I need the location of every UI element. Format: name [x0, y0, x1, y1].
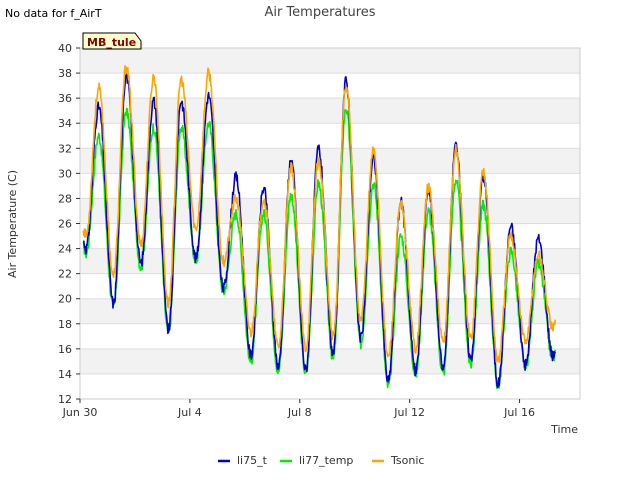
grid-band [80, 98, 580, 124]
x-tick-label: Jul 4 [177, 406, 202, 419]
y-tick-label: 36 [58, 92, 72, 105]
y-tick-label: 14 [58, 368, 72, 381]
chart-title: Air Temperatures [264, 5, 375, 20]
y-tick-label: 32 [58, 142, 72, 155]
series-line-Tsonic [82, 65, 557, 363]
y-tick-label: 30 [58, 167, 72, 180]
x-tick-label: Jul 16 [503, 406, 535, 419]
legend: li75_t li77_temp Tsonic [218, 454, 424, 467]
site-label: MB_tule [87, 36, 136, 49]
y-tick-label: 28 [58, 192, 72, 205]
x-tick-label: Jul 12 [393, 406, 425, 419]
grid-band [80, 48, 580, 74]
y-tick-label: 40 [58, 42, 72, 55]
grid-band [80, 348, 580, 374]
y-tick-label: 12 [58, 393, 72, 406]
legend-label: li77_temp [299, 454, 353, 467]
y-tick-label: 26 [58, 218, 72, 231]
legend-label: li75_t [237, 454, 268, 467]
y-tick-label: 34 [58, 117, 72, 130]
grid-band [80, 148, 580, 174]
legend-label: Tsonic [390, 454, 424, 467]
x-axis-label: Time [550, 423, 578, 436]
y-tick-label: 16 [58, 343, 72, 356]
y-tick-label: 18 [58, 318, 72, 331]
no-data-note: No data for f_AirT [5, 7, 102, 20]
grid-band [80, 198, 580, 224]
y-axis-label: Air Temperature (C) [6, 170, 19, 278]
y-tick-label: 24 [58, 243, 72, 256]
x-tick-label: Jul 8 [287, 406, 312, 419]
grid-band [80, 248, 580, 274]
y-tick-label: 20 [58, 293, 72, 306]
y-tick-label: 22 [58, 268, 72, 281]
site-label-box: MB_tule [82, 32, 142, 50]
x-tick-label: Jun 30 [62, 406, 98, 419]
y-tick-label: 38 [58, 67, 72, 80]
